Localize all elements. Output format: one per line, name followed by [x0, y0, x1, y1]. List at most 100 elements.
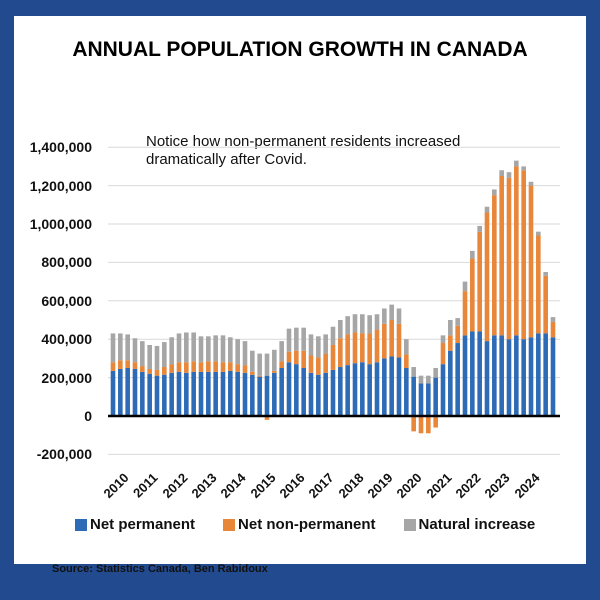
bar-net-permanent [338, 367, 343, 416]
chart-title: ANNUAL POPULATION GROWTH IN CANADA [72, 38, 528, 61]
bar-net-permanent [154, 375, 160, 416]
bar-net-non-permanent [294, 350, 299, 365]
bar-net-permanent [110, 370, 116, 416]
bar-net-non-permanent [374, 329, 380, 363]
bar-natural-increase [250, 350, 255, 372]
bar-net-non-permanent [206, 361, 211, 372]
bar-net-non-permanent [360, 333, 365, 363]
bar-natural-increase [176, 333, 182, 363]
bar-net-permanent [382, 358, 387, 416]
bar-net-non-permanent [433, 416, 438, 428]
bar-net-non-permanent [242, 365, 248, 373]
bar-net-non-permanent [264, 416, 270, 420]
annotation-line-1: Notice how non-permanent residents incre… [146, 133, 461, 150]
bar-natural-increase [198, 336, 204, 363]
bar-net-permanent [250, 374, 255, 416]
bar-natural-increase [257, 353, 262, 376]
bar-natural-increase [382, 308, 387, 324]
bar-net-non-permanent [440, 343, 446, 365]
bar-net-non-permanent [176, 362, 182, 372]
bar-net-non-permanent [536, 235, 541, 334]
bar-net-permanent [286, 362, 292, 416]
bar-natural-increase [162, 342, 167, 368]
bar-net-non-permanent [550, 321, 556, 338]
bar-net-non-permanent [257, 375, 262, 377]
bar-natural-increase [228, 337, 233, 363]
bar-net-permanent [272, 372, 277, 416]
bar-net-non-permanent [235, 364, 240, 372]
bar-net-permanent [323, 372, 328, 416]
bar-natural-increase [235, 339, 240, 365]
bar-net-permanent [448, 350, 453, 416]
bar-net-non-permanent [132, 362, 138, 369]
bar-natural-increase [323, 334, 328, 354]
bar-net-non-permanent [308, 355, 314, 373]
bar-net-permanent [235, 371, 240, 416]
bar-net-permanent [492, 335, 497, 416]
bar-net-non-permanent [338, 338, 343, 368]
bar-net-non-permanent [514, 166, 519, 336]
bar-net-non-permanent [198, 362, 204, 372]
bar-natural-increase [492, 189, 497, 196]
bar-natural-increase [506, 172, 512, 178]
bar-natural-increase [330, 326, 336, 345]
bar-net-non-permanent [118, 360, 123, 369]
bar-natural-increase [477, 225, 482, 232]
bar-net-non-permanent [228, 362, 233, 371]
bar-net-non-permanent [250, 371, 255, 375]
bar-net-permanent [169, 372, 174, 416]
bar-net-non-permanent [418, 416, 424, 434]
bar-net-permanent [184, 372, 189, 416]
legend-swatch-natural-increase [403, 518, 416, 531]
bar-net-non-permanent [411, 416, 416, 432]
bar-net-non-permanent [169, 364, 174, 373]
bar-net-non-permanent [426, 416, 431, 434]
bar-natural-increase [294, 327, 299, 351]
bar-natural-increase [352, 314, 358, 333]
chart-panel [14, 16, 586, 564]
legend-label: Net permanent [90, 516, 196, 533]
bar-natural-increase [154, 345, 160, 370]
legend-label: Natural increase [418, 516, 536, 533]
bar-net-non-permanent [286, 351, 292, 363]
bar-net-permanent [433, 377, 438, 416]
bar-natural-increase [184, 332, 189, 363]
bar-net-non-permanent [316, 357, 321, 375]
bar-natural-increase [110, 333, 116, 363]
legend-label: Net non-permanent [238, 516, 376, 533]
legend-swatch-net-non-permanent [223, 518, 236, 531]
bar-net-permanent [140, 371, 145, 416]
bar-net-permanent [228, 370, 233, 416]
bar-net-non-permanent [506, 177, 512, 340]
bar-net-non-permanent [382, 323, 387, 359]
bar-net-non-permanent [147, 368, 152, 374]
bar-natural-increase [147, 344, 152, 369]
legend-item-net-permanent: Net permanent [75, 516, 195, 533]
bar-net-non-permanent [323, 353, 328, 373]
bar-net-permanent [132, 368, 138, 416]
bar-net-non-permanent [184, 362, 189, 373]
bar-natural-increase [286, 328, 292, 352]
bar-net-permanent [242, 372, 248, 416]
bar-natural-increase [140, 341, 145, 367]
bar-natural-increase [301, 327, 306, 351]
bar-net-permanent [470, 331, 475, 416]
bar-net-permanent [330, 369, 336, 416]
bar-natural-increase [169, 337, 174, 365]
bar-natural-increase [470, 250, 475, 259]
legend-item-natural-increase: Natural increase [403, 516, 536, 533]
bar-natural-increase [404, 339, 409, 355]
bar-net-permanent [264, 375, 270, 416]
bar-net-non-permanent [279, 361, 284, 368]
bar-natural-increase [440, 335, 446, 344]
bar-net-non-permanent [462, 291, 468, 336]
bar-natural-increase [433, 368, 438, 378]
bar-net-permanent [521, 339, 526, 416]
y-tick-label: 1,400,000 [29, 139, 92, 156]
bar-net-permanent [294, 364, 299, 416]
bar-net-non-permanent [220, 362, 226, 372]
bar-natural-increase [455, 318, 460, 326]
y-tick-label: 1,200,000 [29, 177, 92, 194]
bar-net-non-permanent [528, 185, 534, 338]
bar-natural-increase [220, 335, 226, 363]
